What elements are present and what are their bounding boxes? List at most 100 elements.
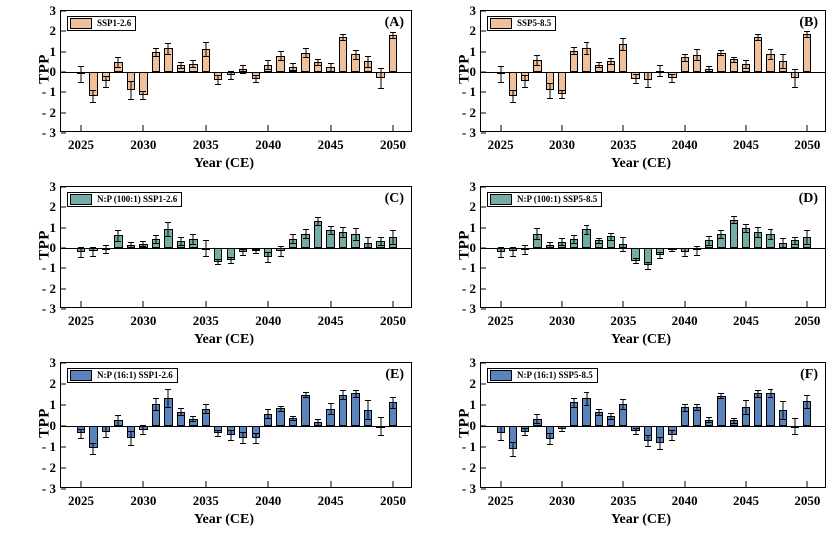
error-bar-cap [315, 224, 322, 226]
error-bar-cap [644, 445, 651, 447]
error-bar-cap [730, 62, 737, 64]
error-bar [205, 240, 207, 256]
x-tick-mark [267, 301, 269, 307]
error-bar-cap [340, 398, 347, 400]
error-bar [242, 249, 244, 256]
x-tick-mark [622, 125, 624, 131]
y-tick-label: 0 [469, 240, 477, 255]
error-bar-cap [152, 55, 159, 57]
error-bar-cap [377, 244, 384, 246]
error-bar [392, 230, 394, 244]
x-tick-mark [806, 125, 808, 131]
y-tick-label: - 3 [461, 481, 476, 496]
error-bar-cap [177, 415, 184, 417]
error-bar-cap [77, 429, 84, 431]
error-bar-cap [522, 75, 529, 77]
legend-label: N:P (100:1) SSP1-2.6 [97, 194, 178, 204]
x-tick-label: 2050 [794, 493, 821, 508]
error-bar-cap [227, 257, 234, 259]
error-bar-cap [804, 243, 811, 245]
x-tick-mark [80, 481, 82, 487]
error-bar-cap [522, 253, 529, 255]
error-bar-cap [165, 221, 172, 223]
error-bar [536, 55, 538, 66]
error-bar-cap [265, 69, 272, 71]
y-tick-label: - 1 [41, 439, 56, 454]
error-bar-cap [755, 33, 762, 35]
zero-baseline [61, 426, 411, 427]
error-bar-cap [792, 434, 799, 436]
error-bar-cap [595, 67, 602, 69]
error-bar-cap [743, 400, 749, 402]
error-bar [217, 259, 219, 265]
error-bar [180, 408, 182, 416]
error-bar [330, 403, 332, 415]
error-bar [355, 228, 357, 240]
error-bar [80, 65, 82, 83]
error-bar-cap [534, 239, 541, 241]
x-tick-label: 2025 [67, 313, 94, 328]
error-bar [305, 229, 307, 239]
error-bar-cap [755, 236, 762, 238]
error-bar-cap [290, 243, 297, 245]
error-bar-cap [583, 233, 590, 235]
error-bar-cap [608, 239, 615, 241]
error-bar [80, 429, 82, 438]
x-tick-label: 2025 [487, 493, 514, 508]
y-tick-label: 2 [469, 23, 477, 39]
error-bar-cap [77, 437, 84, 439]
error-bar [342, 33, 344, 40]
error-bar-cap [377, 435, 384, 437]
error-bar [757, 389, 759, 397]
y-tick-label: - 1 [461, 84, 476, 100]
error-bar [708, 236, 710, 245]
error-bar-cap [571, 406, 578, 408]
y-tick-label: - 3 [41, 481, 56, 496]
y-tick-mark [61, 488, 66, 490]
error-bar [180, 61, 182, 68]
x-tick-mark [142, 125, 144, 131]
y-tick-mark [61, 383, 66, 385]
x-tick-label: 2025 [487, 137, 514, 152]
plot-area-d: 3 2 1 0 - 1 - 2 - 3 2025 2030 2035 2040 2045 2050 N:P… [462, 179, 826, 328]
panel-c: TPP 3 2 1 0- 1- 2- 3 2025 2030 2035 2040 2045 2050… [28, 179, 420, 348]
legend-e: N:P (16:1) SSP1-2.6 [67, 368, 178, 383]
y-tick-label: - 3 [461, 301, 476, 316]
error-bar-cap [327, 70, 334, 72]
error-bar-cap [102, 436, 109, 438]
error-bar [167, 42, 169, 54]
error-bar [647, 261, 649, 269]
error-bar-cap [115, 57, 122, 59]
panel-label-e: (E) [385, 367, 404, 382]
error-bar-cap [265, 409, 272, 411]
panel-label-f: (F) [800, 367, 818, 382]
error-bar-cap [140, 240, 147, 242]
x-tick-mark [80, 125, 82, 131]
x-tick-label: 2030 [548, 493, 575, 508]
error-bar [280, 405, 282, 411]
error-bar [317, 217, 319, 225]
error-bar [317, 58, 319, 65]
error-bar-cap [706, 244, 713, 246]
x-tick-mark [561, 481, 563, 487]
x-tick-label: 2045 [317, 313, 344, 328]
error-bar-cap [315, 425, 322, 427]
x-tick-mark [205, 125, 207, 131]
error-bar-cap [534, 65, 541, 67]
error-bar-cap [681, 410, 688, 412]
error-bar-cap [755, 226, 762, 228]
error-bar-cap [509, 90, 516, 92]
error-bar [794, 68, 796, 88]
error-bar-cap [265, 60, 272, 62]
x-tick-mark [392, 125, 394, 131]
x-tick-mark [622, 481, 624, 487]
error-bar-cap [669, 251, 676, 253]
error-bar-cap [644, 268, 651, 270]
error-bar-cap [190, 415, 197, 417]
error-bar [105, 244, 107, 254]
error-bar-cap [190, 67, 197, 69]
error-bar-cap [718, 238, 725, 240]
error-bar-cap [115, 425, 122, 427]
error-bar-cap [190, 243, 197, 245]
y-tick-label: 3 [49, 179, 57, 194]
